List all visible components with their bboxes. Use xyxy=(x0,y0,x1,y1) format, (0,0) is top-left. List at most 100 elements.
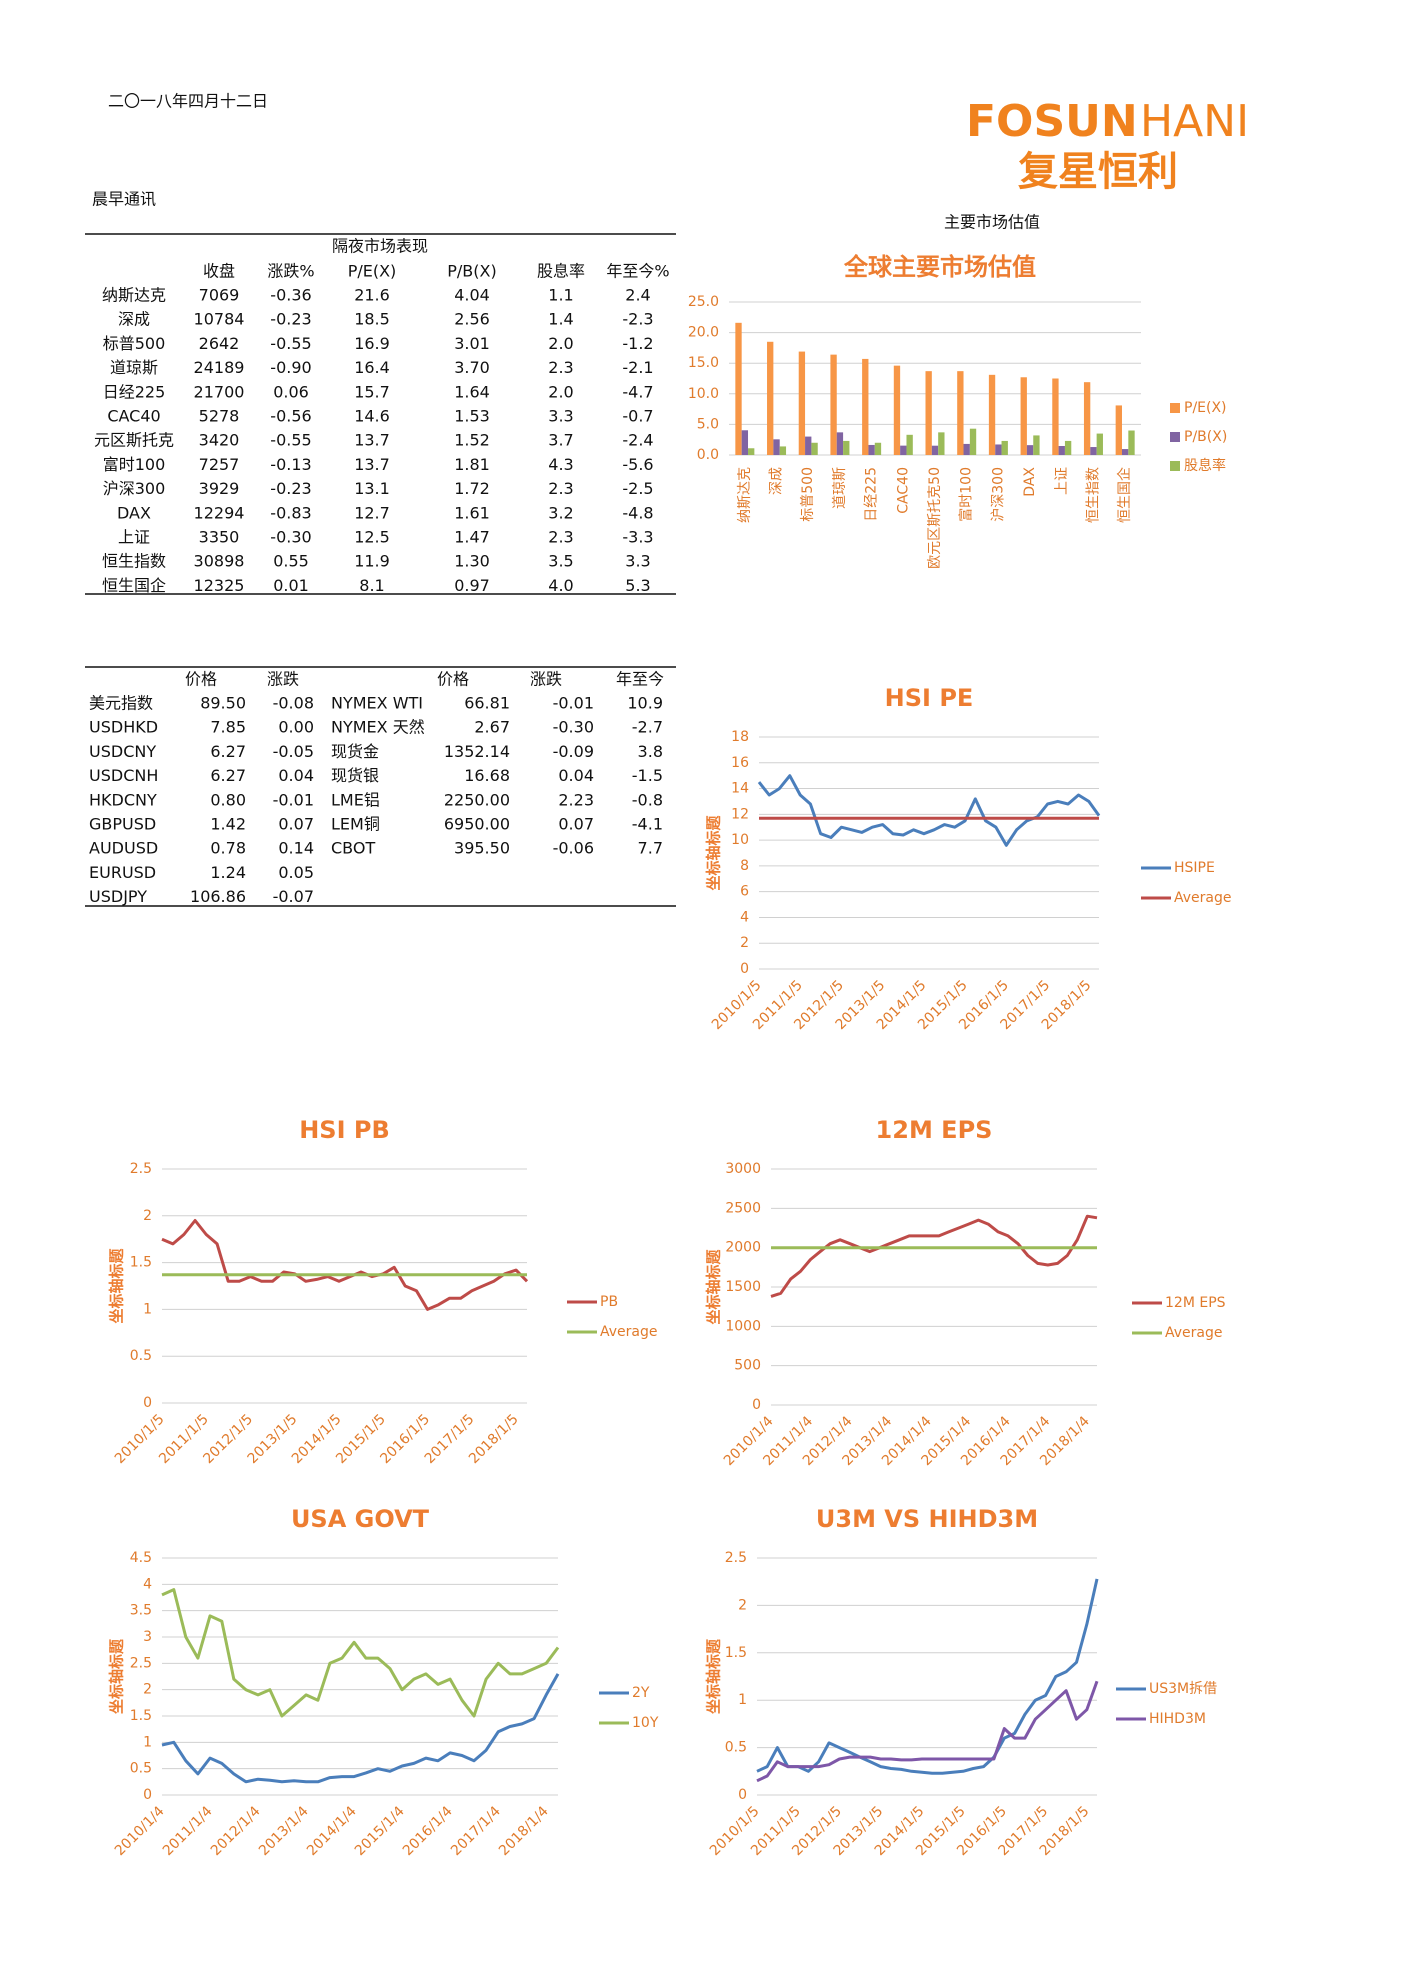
table-cell: 7257 xyxy=(199,455,240,474)
table-cell: USDCNY xyxy=(89,742,156,761)
table-cell: USDHKD xyxy=(89,718,158,737)
x-tick-label: 日经225 xyxy=(864,467,880,522)
table-cell: 5278 xyxy=(199,407,240,426)
table-cell: 89.50 xyxy=(200,694,246,713)
y-tick-label: 4 xyxy=(143,1576,152,1592)
table-cell: -0.8 xyxy=(632,790,663,809)
legend-label: 10Y xyxy=(632,1715,659,1731)
legend-label: HIHD3M xyxy=(1149,1711,1206,1727)
legend-swatch xyxy=(1170,432,1180,442)
table-cell: 0.04 xyxy=(558,766,594,785)
y-tick-label: 2.5 xyxy=(130,1655,152,1671)
legend-label: P/E(X) xyxy=(1184,400,1227,416)
table-cell: 21.6 xyxy=(354,286,390,305)
table-cell: 12.5 xyxy=(354,528,390,547)
bar xyxy=(773,439,780,455)
table-cell: 日经225 xyxy=(103,382,166,401)
table-cell: 3.7 xyxy=(548,431,573,450)
table-cell: -4.7 xyxy=(622,382,653,401)
x-tick-label: 2010/1/4 xyxy=(112,1803,168,1859)
table-cell: 0.80 xyxy=(210,790,246,809)
legend-label: 12M EPS xyxy=(1165,1295,1226,1311)
y-tick-label: 0.5 xyxy=(130,1348,152,1364)
bar xyxy=(1121,449,1129,455)
table-cell: 0.07 xyxy=(558,815,594,834)
bar xyxy=(1064,440,1072,455)
table-cell: -0.05 xyxy=(273,742,314,761)
table-cell: 13.7 xyxy=(354,455,390,474)
line-series xyxy=(770,1214,1098,1298)
y-tick-label: 0 xyxy=(740,961,749,977)
table-cell: -5.6 xyxy=(622,455,653,474)
y-tick-label: 2000 xyxy=(725,1240,761,1256)
x-tick-label: 恒生国企 xyxy=(1116,467,1133,523)
bar xyxy=(969,428,977,455)
y-tick-label: 1 xyxy=(738,1692,747,1708)
bar xyxy=(1020,377,1027,455)
y-tick-label: 20.0 xyxy=(688,325,719,341)
y-tick-label: 0.5 xyxy=(725,1740,747,1756)
table-cell: EURUSD xyxy=(89,863,156,882)
chart-title: 全球主要市场估值 xyxy=(843,253,1036,281)
y-tick-label: 0 xyxy=(143,1787,152,1803)
x-tick-label: 2011/1/4 xyxy=(160,1803,216,1859)
table-cell: 4.0 xyxy=(548,576,573,595)
table-cell: DAX xyxy=(117,503,151,522)
table-cell: GBPUSD xyxy=(89,815,156,834)
column-header: 涨跌% xyxy=(267,262,314,281)
y-tick-label: 0.5 xyxy=(130,1761,152,1777)
table-cell: -0.23 xyxy=(270,310,311,329)
legend-label: PB xyxy=(600,1294,618,1310)
bar xyxy=(779,446,787,455)
bar xyxy=(957,371,964,455)
table-cell: 1.81 xyxy=(454,455,490,474)
table-cell: 1.72 xyxy=(454,479,490,498)
table-cell: -0.13 xyxy=(270,455,311,474)
x-tick-label: 2017/1/4 xyxy=(448,1803,504,1859)
chart-title: HSI PE xyxy=(885,684,974,712)
axis-title: 坐标轴标题 xyxy=(108,1638,126,1714)
x-tick-label: 沪深300 xyxy=(990,467,1006,522)
line-series xyxy=(161,1219,529,1311)
y-tick-label: 1.5 xyxy=(130,1708,152,1724)
x-tick-label: 2014/1/4 xyxy=(304,1803,360,1859)
bar xyxy=(836,432,844,455)
table-cell: 3.01 xyxy=(454,334,490,353)
table-cell: -2.1 xyxy=(622,358,653,377)
table-cell: 2.0 xyxy=(548,334,573,353)
valuation-heading: 主要市场估值 xyxy=(944,213,1040,232)
logo-en: HANI xyxy=(1140,96,1249,147)
table-cell: HKDCNY xyxy=(89,790,157,809)
table-cell: -1.5 xyxy=(632,766,663,785)
y-tick-label: 10 xyxy=(731,832,749,848)
bar xyxy=(741,430,749,455)
table-cell: -0.23 xyxy=(270,479,311,498)
table-cell: 13.7 xyxy=(354,431,390,450)
table-cell: 1.42 xyxy=(210,815,246,834)
table-cell: 3.70 xyxy=(454,358,490,377)
table-cell: 道琼斯 xyxy=(110,358,158,377)
table-cell: 14.6 xyxy=(354,407,390,426)
y-tick-label: 15.0 xyxy=(688,355,719,371)
table-cell: 1.30 xyxy=(454,552,490,571)
table-title: 隔夜市场表现 xyxy=(332,237,428,256)
column-header: 涨跌 xyxy=(530,670,562,689)
bar xyxy=(925,371,932,455)
table-cell: NYMEX WTI xyxy=(331,694,423,713)
table-cell: -2.5 xyxy=(622,479,653,498)
x-tick-label: 2013/1/4 xyxy=(256,1803,312,1859)
y-tick-label: 5.0 xyxy=(697,416,719,432)
table-cell: -2.3 xyxy=(622,310,653,329)
bar xyxy=(805,436,812,455)
table-cell: 0.00 xyxy=(278,718,314,737)
table-cell: -0.30 xyxy=(553,718,594,737)
table-cell: 395.50 xyxy=(454,839,510,858)
y-tick-label: 8 xyxy=(740,858,749,874)
bar xyxy=(988,374,996,455)
logo-cn: 复星恒利 xyxy=(1018,149,1178,195)
table-cell: 2642 xyxy=(199,334,240,353)
table-cell: 现货银 xyxy=(331,766,379,785)
table-cell: 18.5 xyxy=(354,310,390,329)
axis-title: 坐标轴标题 xyxy=(705,1638,723,1714)
